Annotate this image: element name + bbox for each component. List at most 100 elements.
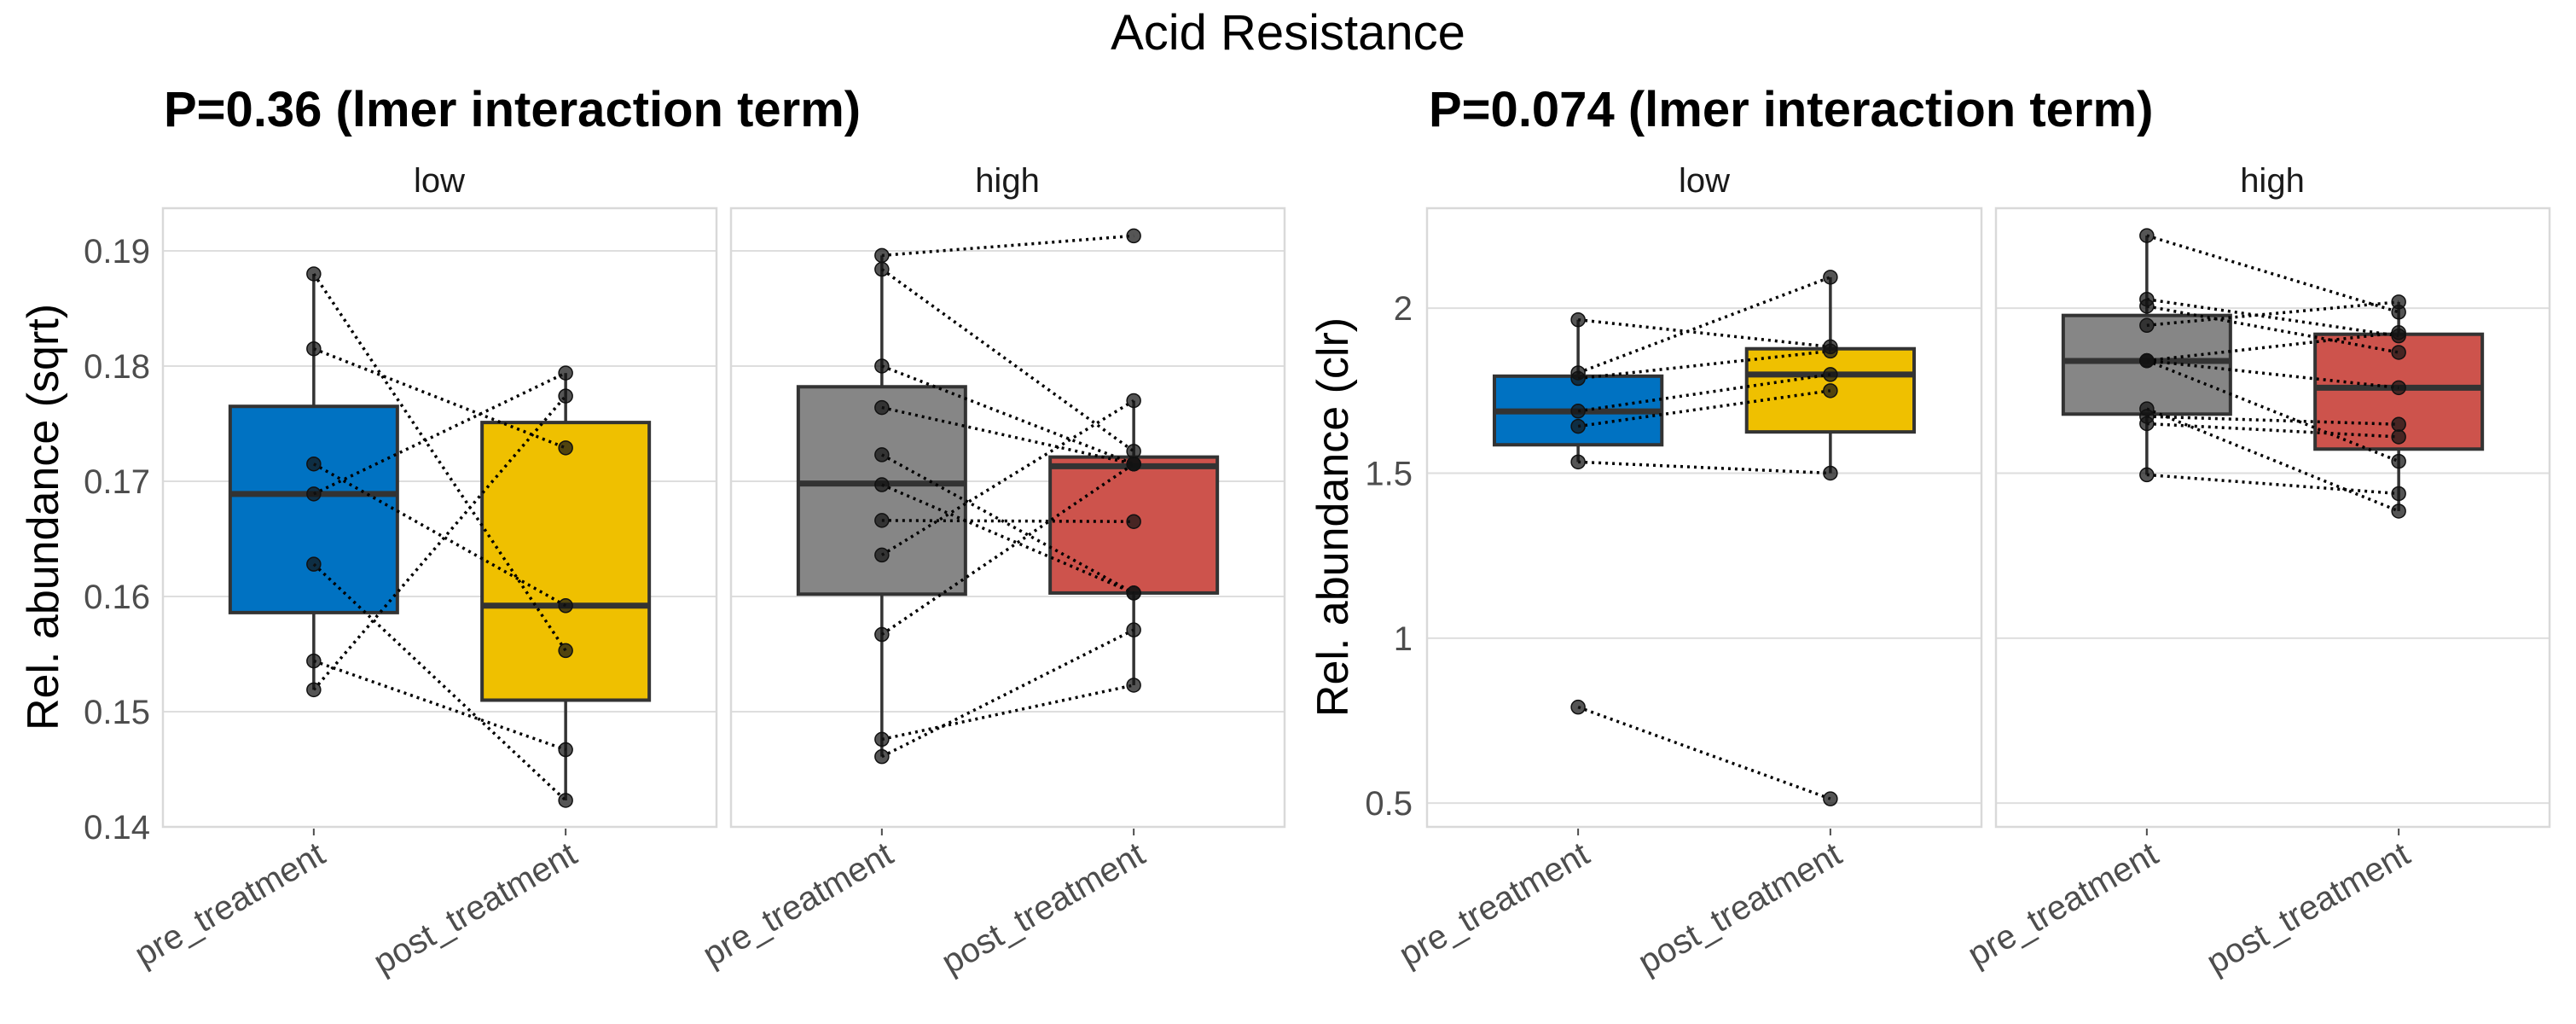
x-tick-label: post_treatment: [1632, 835, 1848, 982]
data-point: [874, 399, 890, 416]
y-tick-label: 1: [1394, 620, 1413, 658]
data-point: [306, 486, 322, 502]
panel-border: [1994, 207, 2551, 829]
y-tick-label: 0.18: [84, 348, 150, 386]
pair-line: [1577, 349, 1831, 381]
data-point: [874, 447, 890, 463]
plot-clr-yticks: 0.5 1 1.5 2: [1365, 290, 1413, 823]
data-point: [558, 643, 573, 659]
data-point: [2391, 345, 2406, 360]
plot-sqrt: P=0.36 (lmer interaction term) Rel. abun…: [19, 82, 1286, 982]
data-point: [1126, 393, 1141, 409]
facet-clr-high: high pre_treatment post_treatment: [1962, 162, 2551, 982]
data-point: [1570, 699, 1586, 715]
x-tick-label: post_treatment: [936, 835, 1152, 982]
pair-line: [2146, 358, 2399, 390]
data-point: [874, 513, 890, 528]
pair-line: [312, 272, 567, 652]
y-tick-label: 0.19: [84, 233, 150, 271]
data-point: [1823, 343, 1838, 359]
data-point: [874, 358, 890, 374]
data-point: [2139, 228, 2155, 243]
data-point: [2139, 352, 2155, 369]
data-point: [558, 388, 573, 404]
x-tick-label: pre_treatment: [697, 835, 900, 975]
pair-line: [2146, 297, 2399, 338]
data-point: [2391, 416, 2406, 433]
pair-line: [2146, 473, 2399, 496]
pair-line: [2146, 359, 2399, 463]
strip-label-high: high: [975, 162, 1040, 200]
facet-clr-low: low pre_treatment post_treatment: [1393, 162, 1983, 982]
strip-label-high: high: [2240, 162, 2305, 200]
data-point: [874, 731, 890, 748]
data-point: [1570, 404, 1586, 419]
pair-line: [881, 405, 1134, 466]
plot-clr-ylabel: Rel. abundance (clr): [1308, 317, 1358, 717]
pair-line: [1577, 705, 1831, 800]
facet-sqrt-high: high pre_treatment post_treatment: [697, 162, 1286, 982]
pair-line: [880, 399, 1135, 556]
data-point: [558, 742, 573, 758]
pair-line: [312, 562, 567, 802]
data-point: [2139, 467, 2155, 483]
pair-line: [2146, 300, 2399, 328]
strip-label-low: low: [414, 162, 465, 200]
x-tick-label: post_treatment: [368, 835, 583, 982]
data-point: [2391, 453, 2406, 469]
pair-line: [881, 684, 1134, 742]
pair-line: [2146, 407, 2399, 513]
data-point: [1126, 514, 1141, 529]
data-point: [2391, 429, 2406, 445]
y-tick-label: 0.15: [84, 694, 150, 731]
y-tick-label: 0.16: [84, 579, 150, 616]
data-point: [558, 793, 573, 808]
data-point: [2139, 317, 2155, 334]
pair-line: [1577, 317, 1831, 349]
y-tick-label: 1.5: [1365, 455, 1413, 492]
data-point: [2139, 416, 2155, 432]
pair-line: [2146, 331, 2399, 363]
plot-sqrt-ylabel: Rel. abundance (sqrt): [19, 304, 68, 730]
pair-line: [881, 364, 1134, 466]
pair-line: [2146, 305, 2399, 354]
box-pre-treatment: [228, 404, 399, 614]
x-tick-label: pre_treatment: [1962, 835, 2165, 975]
panel-border: [1425, 207, 1983, 829]
data-point: [1570, 418, 1586, 434]
x-tick-label: pre_treatment: [129, 835, 332, 975]
data-point: [1570, 454, 1586, 470]
data-point: [558, 440, 573, 456]
data-point: [558, 598, 573, 614]
data-point: [1823, 367, 1838, 382]
x-tick-label: post_treatment: [2201, 835, 2416, 982]
data-point: [2391, 503, 2406, 519]
data-point: [306, 340, 322, 357]
data-point: [1823, 791, 1838, 806]
pair-line: [1577, 373, 1831, 413]
plot-sqrt-subtitle: P=0.36 (lmer interaction term): [164, 82, 861, 137]
data-point: [874, 261, 890, 277]
data-point: [1126, 622, 1141, 637]
pair-line: [312, 463, 567, 608]
data-point: [874, 547, 890, 563]
data-point: [2391, 380, 2406, 396]
data-point: [558, 365, 573, 381]
data-point: [2391, 325, 2406, 340]
pair-line: [880, 463, 1135, 636]
data-point: [874, 247, 890, 264]
data-point: [1126, 444, 1141, 459]
strip-label-low: low: [1679, 162, 1730, 200]
data-point: [2391, 294, 2406, 310]
data-point: [306, 653, 322, 669]
data-point: [306, 556, 322, 572]
data-point: [874, 748, 890, 765]
data-point: [1823, 465, 1838, 481]
pair-line: [1578, 460, 1830, 475]
box-post-treatment: [480, 421, 652, 702]
pair-line: [312, 394, 567, 691]
y-tick-label: 0.5: [1365, 785, 1413, 823]
data-point: [1126, 585, 1141, 601]
plot-sqrt-yticks: 0.14 0.15 0.16 0.17 0.18 0.19: [84, 233, 150, 847]
